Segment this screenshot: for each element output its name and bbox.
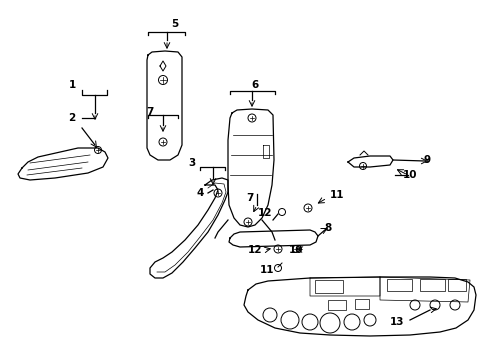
Bar bbox=[327, 300, 346, 310]
Circle shape bbox=[158, 76, 167, 85]
Text: 13: 13 bbox=[389, 317, 404, 327]
Circle shape bbox=[359, 162, 366, 170]
Text: 12: 12 bbox=[257, 208, 272, 218]
Bar bbox=[314, 280, 342, 293]
Bar bbox=[447, 279, 465, 291]
Circle shape bbox=[159, 138, 167, 146]
Text: 7: 7 bbox=[146, 107, 153, 117]
Bar bbox=[354, 299, 368, 309]
Circle shape bbox=[244, 218, 251, 226]
Text: 10: 10 bbox=[288, 245, 303, 255]
Circle shape bbox=[94, 147, 102, 153]
Text: 3: 3 bbox=[188, 158, 195, 168]
Text: 6: 6 bbox=[251, 80, 258, 90]
Text: 9: 9 bbox=[423, 155, 429, 165]
Circle shape bbox=[304, 204, 311, 212]
Text: 8: 8 bbox=[324, 223, 331, 233]
Text: 5: 5 bbox=[171, 19, 178, 29]
Text: 4: 4 bbox=[196, 188, 203, 198]
Text: 2: 2 bbox=[68, 113, 76, 123]
Text: 10: 10 bbox=[402, 170, 416, 180]
Text: 7: 7 bbox=[246, 193, 253, 203]
Circle shape bbox=[292, 246, 299, 252]
Circle shape bbox=[214, 189, 222, 197]
Text: 12: 12 bbox=[247, 245, 262, 255]
Text: 11: 11 bbox=[329, 190, 344, 200]
Circle shape bbox=[247, 114, 256, 122]
Text: 1: 1 bbox=[68, 80, 76, 90]
Text: 11: 11 bbox=[259, 265, 273, 275]
Bar bbox=[386, 279, 411, 291]
Bar bbox=[419, 279, 444, 291]
Circle shape bbox=[273, 245, 282, 253]
